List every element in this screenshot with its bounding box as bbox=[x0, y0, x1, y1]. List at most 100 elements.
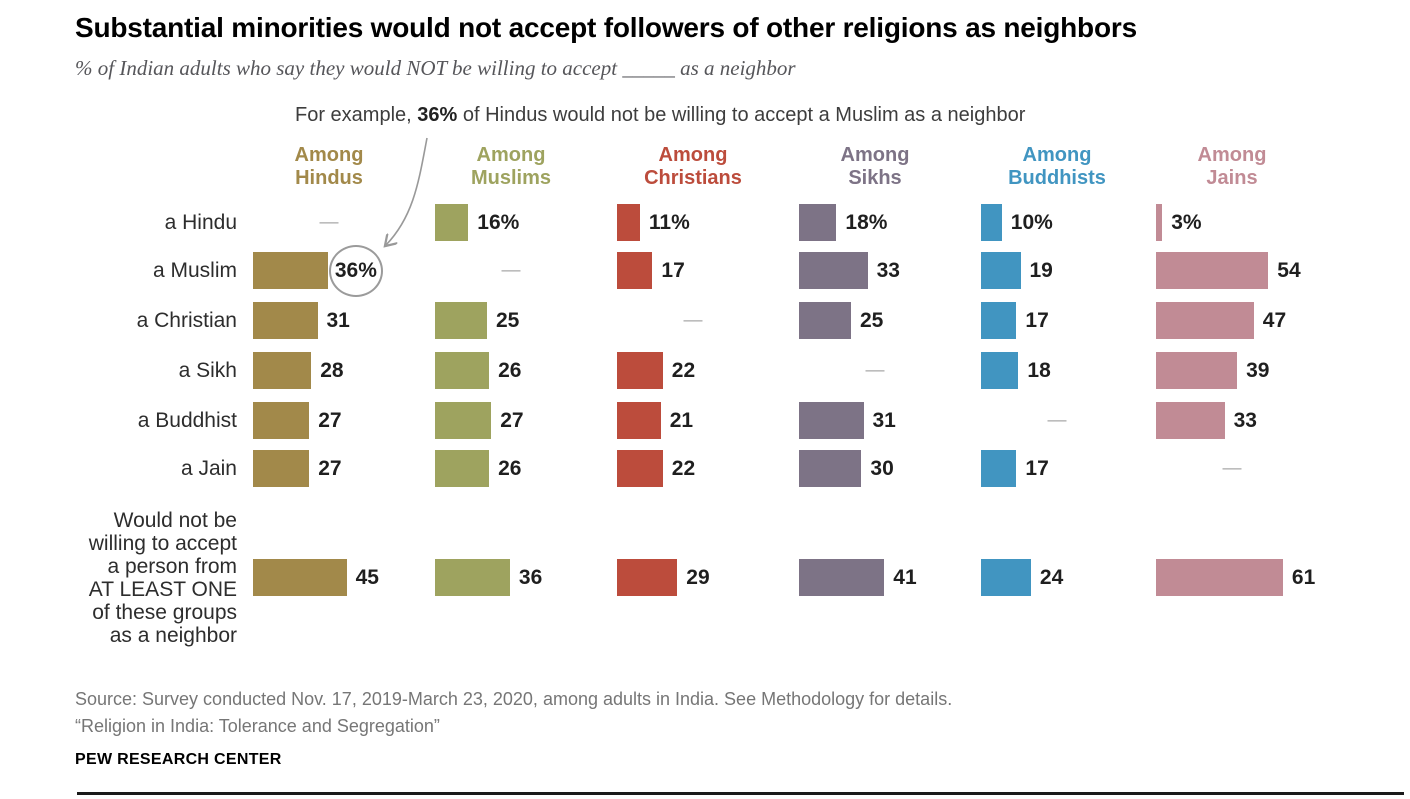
no-data-dash: — bbox=[319, 211, 339, 233]
bar-value-label: 27 bbox=[500, 408, 524, 432]
row-label: a Muslim bbox=[152, 258, 237, 282]
bar-value-label: 10% bbox=[1010, 210, 1053, 234]
brand-name: PEW RESEARCH CENTER bbox=[75, 751, 282, 768]
row-label: a Sikh bbox=[178, 358, 237, 382]
bar-value-label: 24 bbox=[1039, 565, 1064, 589]
bar-value-label: 61 bbox=[1291, 565, 1316, 589]
bar-value-label: 17 bbox=[1025, 308, 1049, 332]
bar bbox=[799, 450, 862, 487]
bar bbox=[617, 352, 663, 389]
column-header-christians: Among Christians bbox=[603, 144, 783, 190]
row-label: a Christian bbox=[136, 308, 237, 332]
bar bbox=[617, 204, 640, 241]
bar bbox=[799, 204, 837, 241]
bar-value-label: 16% bbox=[477, 210, 520, 234]
column-header-line: Among bbox=[476, 144, 546, 166]
bar-value-label: 39 bbox=[1246, 358, 1270, 382]
bar-value-label: 17 bbox=[1025, 456, 1049, 480]
bar-value-label: 18 bbox=[1027, 358, 1051, 382]
row-label-line: AT LEAST ONE bbox=[88, 578, 237, 601]
example-text-suffix: of Hindus would not be willing to accept… bbox=[457, 104, 1026, 126]
column-header-line: Among bbox=[1197, 144, 1267, 166]
row-label: a Jain bbox=[180, 456, 237, 480]
bar bbox=[435, 450, 490, 487]
no-data-dash: — bbox=[683, 309, 703, 331]
bar-value-label: 21 bbox=[669, 408, 694, 432]
bar-value-label: 31 bbox=[872, 408, 896, 432]
bar-value-label: 26 bbox=[498, 456, 522, 480]
source-note: Source: Survey conducted Nov. 17, 2019-M… bbox=[75, 689, 953, 709]
bar bbox=[435, 302, 487, 339]
no-data-dash: — bbox=[865, 359, 885, 381]
bar bbox=[435, 204, 469, 241]
bar-value-label: 19 bbox=[1029, 258, 1053, 282]
bar-value-label: 41 bbox=[893, 565, 917, 589]
bar-value-label: 27 bbox=[318, 456, 342, 480]
column-header-jains: Among Jains bbox=[1142, 144, 1322, 190]
bar-value-label: 33 bbox=[876, 258, 900, 282]
bar bbox=[1156, 402, 1225, 439]
bar bbox=[799, 302, 851, 339]
bar bbox=[617, 559, 678, 596]
example-text-prefix: For example, bbox=[295, 104, 418, 126]
bar bbox=[253, 352, 312, 389]
bar bbox=[617, 450, 663, 487]
bar-chart: Among Hindus Among Muslims Among Christians Am… bbox=[88, 144, 1322, 647]
bar-value-label: 25 bbox=[860, 308, 884, 332]
bar bbox=[1156, 204, 1163, 241]
bar-value-label: 47 bbox=[1262, 308, 1287, 332]
bar-value-label: 29 bbox=[686, 565, 710, 589]
example-annotation: For example, 36% of Hindus would not be … bbox=[295, 104, 1295, 127]
column-header-line: Muslims bbox=[470, 167, 552, 189]
column-header-hindus: Among Hindus bbox=[239, 144, 419, 190]
column-header-line: Jains bbox=[1206, 167, 1258, 189]
bar bbox=[1156, 252, 1269, 289]
bar bbox=[253, 402, 310, 439]
column-header-line: Buddhists bbox=[1008, 167, 1106, 189]
bar bbox=[435, 352, 490, 389]
column-header-line: Hindus bbox=[295, 167, 363, 189]
bar bbox=[617, 402, 661, 439]
no-data-dash: — bbox=[501, 259, 521, 281]
bar bbox=[981, 252, 1021, 289]
bar-value-label: 22 bbox=[671, 358, 696, 382]
bar bbox=[981, 559, 1031, 596]
column-header-sikhs: Among Sikhs bbox=[785, 144, 965, 190]
bar bbox=[253, 559, 347, 596]
no-data-dash: — bbox=[1222, 457, 1242, 479]
bar bbox=[981, 352, 1019, 389]
bar-value-label: 3% bbox=[1171, 210, 1202, 234]
example-highlight-value: 36% bbox=[417, 104, 458, 126]
circled-value-callout: 36% bbox=[328, 244, 383, 297]
row-label: a Buddhist bbox=[137, 408, 237, 432]
bar-value-label: 22 bbox=[671, 456, 696, 480]
row-label-line: Would not be bbox=[113, 509, 237, 532]
row-label: a Hindu bbox=[164, 210, 237, 234]
row-label-line: a person from bbox=[107, 555, 237, 578]
bar-value-label: 11% bbox=[648, 210, 690, 234]
bottom-rule bbox=[77, 792, 1404, 795]
column-header-line: Sikhs bbox=[848, 167, 902, 189]
column-header-line: Among bbox=[840, 144, 910, 166]
bar-value-label: 26 bbox=[498, 358, 522, 382]
row-label-line: of these groups bbox=[92, 601, 237, 624]
column-header-line: Among bbox=[658, 144, 728, 166]
row-label-line: as a neighbor bbox=[109, 624, 237, 647]
bar-value-label: 45 bbox=[355, 565, 379, 589]
column-header-line: Among bbox=[1022, 144, 1092, 166]
report-title-note: “Religion in India: Tolerance and Segreg… bbox=[75, 716, 440, 736]
bar bbox=[617, 252, 653, 289]
bar-value-label: 25 bbox=[496, 308, 520, 332]
chart-subtitle: % of Indian adults who say they would NO… bbox=[75, 56, 796, 80]
bar bbox=[253, 450, 310, 487]
bar bbox=[799, 559, 885, 596]
row-label-line: willing to accept bbox=[88, 532, 237, 555]
bar bbox=[253, 302, 318, 339]
bar bbox=[253, 252, 328, 289]
bar bbox=[435, 559, 510, 596]
column-header-buddhists: Among Buddhists bbox=[967, 144, 1147, 190]
column-header-line: Christians bbox=[644, 167, 742, 189]
column-header-muslims: Among Muslims bbox=[421, 144, 601, 190]
no-data-dash: — bbox=[1047, 409, 1067, 431]
